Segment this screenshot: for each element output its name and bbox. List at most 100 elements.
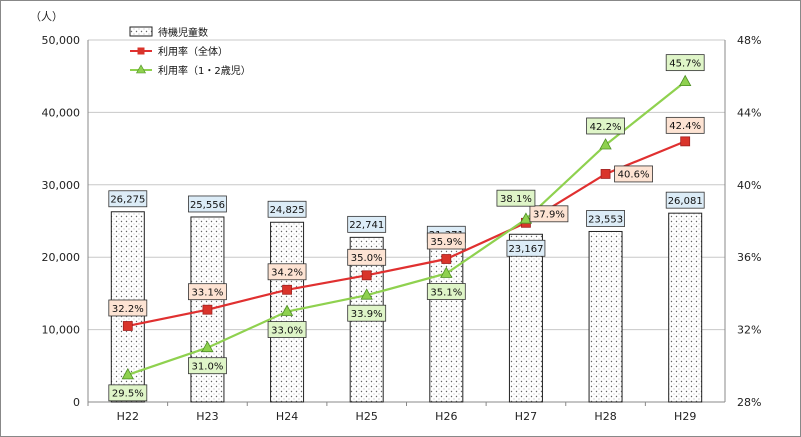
line-series	[121, 74, 692, 380]
legend-bar-label: 待機児童数	[158, 26, 208, 39]
total-rate-label: 35.0%	[351, 253, 383, 264]
total-rate-label-box	[108, 299, 148, 317]
marker-age12	[440, 266, 453, 278]
age12-rate-label-box	[586, 117, 625, 135]
legend-age12-label: 利用率（1・2歳児）	[158, 64, 251, 77]
total-rate-label: 40.6%	[618, 170, 650, 181]
age12-rate-label-box	[496, 189, 536, 207]
marker-age12	[280, 304, 294, 316]
marker-age12	[121, 368, 134, 380]
right-axis-tick-label: 36%	[737, 251, 761, 264]
total-rate-label: 32.2%	[112, 304, 144, 315]
bar-value-label: 26,081	[668, 196, 703, 207]
age12-rate-label-box	[188, 357, 227, 375]
right-axis-tick-label: 44%	[737, 106, 761, 119]
total-rate-label-box	[188, 283, 227, 301]
age12-rate-label: 42.2%	[590, 122, 622, 133]
bar-value-label: 23,553	[588, 214, 623, 225]
marker-age12	[679, 74, 692, 87]
marker-total	[361, 270, 372, 281]
bar	[668, 212, 703, 403]
marker-total	[600, 169, 611, 179]
left-axis-tick-label: 40,000	[42, 106, 81, 119]
total-rate-label: 34.2%	[271, 268, 303, 279]
bar-value-label-box	[347, 215, 387, 233]
age12-rate-label: 38.1%	[500, 194, 532, 205]
bar	[508, 233, 543, 403]
marker-total	[122, 321, 133, 331]
right-axis-tick-label: 28%	[737, 396, 761, 409]
right-axis-tick-label: 32%	[737, 324, 761, 337]
total-rate-label-box	[665, 116, 705, 134]
x-tick-label: H29	[674, 410, 696, 423]
right-axis-tick-label: 40%	[737, 179, 761, 192]
total-rate-label-box	[529, 205, 569, 223]
marker-total	[441, 254, 452, 264]
left-axis: 0 10,000 20,000 30,000 40,000 50,000	[42, 34, 89, 409]
age12-rate-label: 33.0%	[271, 325, 303, 336]
age12-rate-label-box	[665, 54, 705, 72]
age12-rate-label: 31.0%	[192, 362, 224, 373]
x-tick-label: H27	[515, 410, 537, 423]
bar-value-label-box	[586, 210, 625, 227]
age12-rate-label: 29.5%	[112, 389, 144, 400]
legend-total-label: 利用率（全体）	[158, 45, 228, 58]
age12-rate-label-box	[108, 384, 148, 402]
left-axis-tick-label: 20,000	[42, 251, 81, 264]
right-axis-tick-label: 48%	[737, 34, 761, 47]
left-axis-unit: （人）	[30, 10, 63, 23]
bar-value-label-box	[267, 200, 307, 218]
left-axis-tick-label: 30,000	[42, 179, 81, 192]
bar-value-label: 23,167	[508, 244, 543, 255]
bar-value-label: 24,825	[270, 205, 305, 216]
marker-total	[202, 304, 213, 315]
total-rate-label-box	[347, 248, 387, 266]
age12-rate-label: 35.1%	[430, 287, 462, 298]
total-rate-label: 33.1%	[192, 287, 224, 298]
total-rate-label-box	[267, 263, 307, 281]
line-total	[127, 140, 686, 328]
age12-rate-label: 45.7%	[669, 58, 701, 69]
legend-age12-marker	[135, 64, 147, 74]
x-tick-label: H22	[117, 410, 139, 423]
bar-value-label: 26,275	[110, 195, 145, 206]
x-tick-label: H28	[594, 410, 616, 423]
left-axis-tick-label: 0	[73, 396, 80, 409]
marker-total	[282, 284, 292, 295]
total-rate-label-box	[426, 232, 466, 250]
marker-total	[680, 136, 691, 147]
total-rate-label: 42.4%	[669, 121, 701, 132]
legend-total-marker	[137, 47, 145, 55]
age12-rate-label-box	[267, 321, 307, 338]
left-axis-tick-label: 50,000	[42, 34, 81, 47]
x-tick-label: H25	[356, 410, 378, 423]
left-axis-tick-label: 10,000	[42, 324, 81, 337]
marker-age12	[519, 212, 533, 224]
age12-rate-label-box	[347, 304, 387, 322]
bar-value-label-box	[188, 195, 227, 213]
legend-bar-swatch	[129, 26, 153, 37]
bar-value-label: 22,741	[349, 220, 384, 231]
x-tick-label: H26	[435, 410, 457, 423]
marker-age12	[599, 138, 612, 150]
total-rate-label: 35.9%	[430, 237, 462, 248]
marker-age12	[201, 340, 214, 353]
age12-rate-label: 33.9%	[351, 309, 383, 320]
x-tick-label: H24	[276, 410, 298, 423]
bar-value-label-box	[506, 239, 546, 257]
bar	[588, 230, 623, 403]
total-rate-label-box	[614, 165, 653, 183]
x-axis: H22 H23 H24 H25 H26 H27 H28 H29	[87, 402, 696, 423]
total-rate-label: 37.9%	[533, 210, 565, 221]
bar-value-label-box	[665, 191, 705, 209]
line-age12	[127, 80, 686, 376]
bar-value-label-box	[108, 190, 148, 208]
x-tick-label: H23	[196, 410, 218, 423]
right-axis: 28% 32% 36% 40% 44% 48%	[724, 34, 761, 409]
marker-age12	[360, 288, 373, 300]
bar-value-label: 25,556	[190, 200, 225, 211]
age12-rate-label-box	[426, 283, 466, 300]
